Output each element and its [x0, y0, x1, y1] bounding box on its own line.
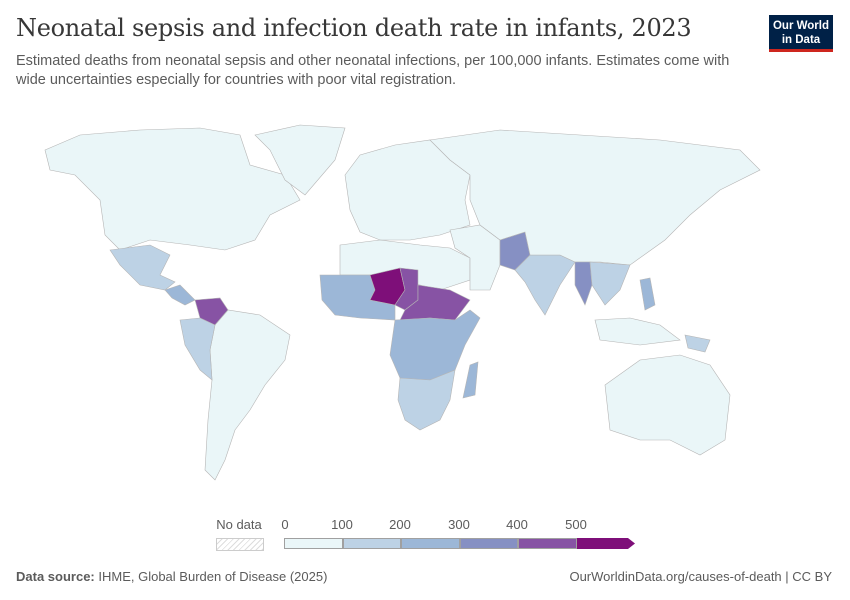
- region-southern-africa[interactable]: [397, 369, 456, 431]
- region-mexico[interactable]: [109, 244, 176, 291]
- legend-tick: 0: [281, 517, 289, 532]
- legend-tick: 400: [506, 517, 528, 532]
- legend-no-data-swatch[interactable]: [216, 538, 264, 551]
- source-link[interactable]: OurWorldinData.org/causes-of-death | CC …: [569, 569, 832, 584]
- region-southeast-asia[interactable]: [589, 261, 631, 306]
- data-source-text: IHME, Global Burden of Disease (2025): [98, 569, 328, 584]
- region-philippines[interactable]: [639, 277, 656, 311]
- owid-logo[interactable]: Our World in Data: [769, 15, 833, 52]
- region-india[interactable]: [514, 254, 576, 316]
- legend-bin-0[interactable]: [284, 538, 343, 549]
- legend-tick: 300: [448, 517, 470, 532]
- region-indonesia[interactable]: [594, 317, 681, 346]
- region-north-america[interactable]: [44, 127, 301, 251]
- legend-tick: 100: [331, 517, 353, 532]
- region-papua-new-guinea[interactable]: [684, 334, 711, 353]
- chart-subtitle: Estimated deaths from neonatal sepsis an…: [16, 53, 730, 88]
- legend-tick: 200: [389, 517, 411, 532]
- region-south-america[interactable]: [204, 309, 291, 481]
- legend-bin-5[interactable]: [576, 538, 635, 549]
- legend-bin-2[interactable]: [401, 538, 460, 549]
- color-legend: No data 0 100 200 300 400 500: [0, 510, 850, 555]
- region-central-africa[interactable]: [389, 309, 481, 381]
- legend-bin-1[interactable]: [342, 538, 401, 549]
- data-source-label: Data source:: [16, 569, 95, 584]
- region-europe[interactable]: [344, 139, 471, 241]
- legend-bin-4[interactable]: [518, 538, 577, 549]
- world-map[interactable]: [0, 110, 850, 510]
- legend-no-data-label: No data: [216, 517, 262, 532]
- region-central-america[interactable]: [164, 284, 196, 306]
- chart-title: Neonatal sepsis and infection death rate…: [16, 14, 692, 42]
- logo-line-1: Our World: [772, 20, 829, 32]
- region-australia[interactable]: [604, 354, 731, 456]
- region-myanmar[interactable]: [574, 261, 593, 306]
- logo-line-2: in Data: [781, 34, 821, 46]
- region-madagascar[interactable]: [462, 361, 479, 399]
- legend-tick: 500: [565, 517, 587, 532]
- region-andes[interactable]: [179, 317, 216, 381]
- data-source: Data source: IHME, Global Burden of Dise…: [16, 569, 327, 584]
- region-russia-china[interactable]: [429, 129, 761, 266]
- region-greenland[interactable]: [254, 124, 346, 196]
- legend-bin-3[interactable]: [459, 538, 518, 549]
